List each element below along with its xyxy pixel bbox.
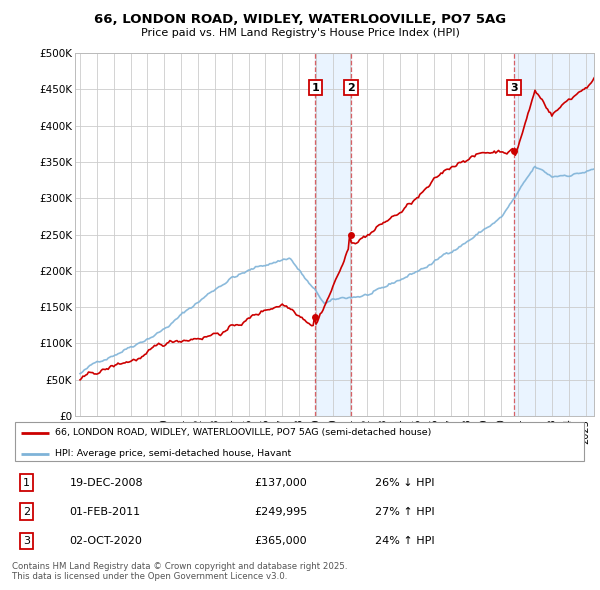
Text: 3: 3 <box>23 536 30 546</box>
Bar <box>315 53 351 416</box>
Text: 66, LONDON ROAD, WIDLEY, WATERLOOVILLE, PO7 5AG: 66, LONDON ROAD, WIDLEY, WATERLOOVILLE, … <box>94 13 506 26</box>
Text: 66, LONDON ROAD, WIDLEY, WATERLOOVILLE, PO7 5AG (semi-detached house): 66, LONDON ROAD, WIDLEY, WATERLOOVILLE, … <box>55 428 431 437</box>
Text: 2: 2 <box>23 507 30 517</box>
Text: 1: 1 <box>23 477 30 487</box>
Text: £137,000: £137,000 <box>254 477 307 487</box>
FancyBboxPatch shape <box>15 422 584 461</box>
Text: Price paid vs. HM Land Registry's House Price Index (HPI): Price paid vs. HM Land Registry's House … <box>140 28 460 38</box>
Text: Contains HM Land Registry data © Crown copyright and database right 2025.
This d: Contains HM Land Registry data © Crown c… <box>12 562 347 581</box>
Text: 27% ↑ HPI: 27% ↑ HPI <box>375 507 434 517</box>
Text: 19-DEC-2008: 19-DEC-2008 <box>70 477 143 487</box>
Text: 3: 3 <box>510 83 518 93</box>
Text: 26% ↓ HPI: 26% ↓ HPI <box>375 477 434 487</box>
Text: £365,000: £365,000 <box>254 536 307 546</box>
Text: £249,995: £249,995 <box>254 507 307 517</box>
Text: 2: 2 <box>347 83 355 93</box>
Bar <box>514 53 600 416</box>
Text: 1: 1 <box>311 83 319 93</box>
Text: 01-FEB-2011: 01-FEB-2011 <box>70 507 141 517</box>
Text: 24% ↑ HPI: 24% ↑ HPI <box>375 536 434 546</box>
Text: 02-OCT-2020: 02-OCT-2020 <box>70 536 142 546</box>
Text: HPI: Average price, semi-detached house, Havant: HPI: Average price, semi-detached house,… <box>55 450 292 458</box>
